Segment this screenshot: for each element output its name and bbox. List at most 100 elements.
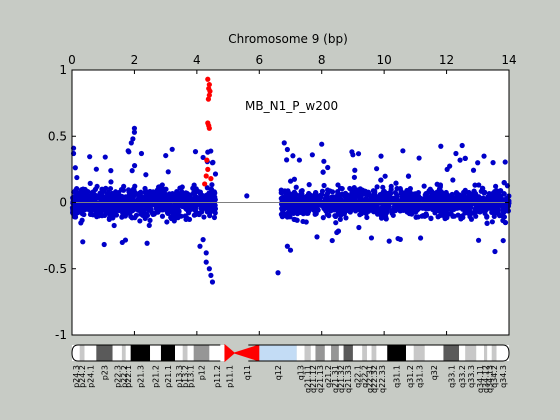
data-point — [501, 208, 508, 214]
data-point — [368, 235, 375, 241]
data-point — [87, 180, 93, 186]
cytoband-label: q33.2 — [458, 365, 467, 388]
data-point — [128, 195, 134, 201]
data-point — [448, 200, 454, 206]
data-point — [165, 169, 171, 175]
data-point — [490, 160, 496, 166]
data-point — [329, 194, 335, 200]
data-point — [400, 148, 406, 154]
data-point — [325, 164, 331, 171]
data-point — [471, 209, 478, 215]
data-point — [492, 248, 498, 255]
data-point — [314, 234, 320, 240]
cytoband-label: q33.1 — [447, 365, 456, 388]
data-point — [351, 174, 358, 180]
data-point — [363, 210, 369, 217]
cytoband-label: q21.13 — [316, 365, 325, 393]
data-point — [427, 186, 433, 192]
data-point — [110, 196, 116, 202]
cytoband-label: p11.2 — [213, 365, 222, 388]
data-point — [339, 185, 345, 192]
data-point — [446, 211, 452, 217]
data-point — [137, 192, 144, 198]
cytoband-label: p24.3 — [72, 365, 81, 388]
cytoband-label: p24.1 — [86, 365, 95, 388]
highlight-point — [203, 173, 209, 179]
data-point — [406, 210, 413, 217]
data-point — [275, 270, 281, 276]
cytoband — [96, 345, 113, 361]
data-point — [175, 203, 181, 209]
cytoband-label: q21.32 — [337, 365, 346, 393]
data-point — [107, 185, 114, 192]
cytoband-label: p21.1 — [164, 365, 173, 388]
cytoband — [187, 345, 194, 361]
data-point — [322, 204, 328, 211]
data-point — [148, 202, 154, 209]
x-tick-label: 0 — [68, 53, 76, 67]
data-point — [140, 197, 146, 204]
cytoband — [487, 345, 492, 361]
data-point — [122, 197, 128, 203]
cytoband — [484, 345, 488, 361]
data-point — [291, 196, 297, 202]
data-point — [93, 166, 99, 172]
data-point — [351, 204, 357, 211]
data-point — [457, 157, 463, 163]
data-point — [377, 192, 383, 198]
data-point — [311, 197, 317, 203]
data-point — [280, 213, 286, 219]
centromere-band — [232, 344, 260, 362]
data-point — [505, 203, 511, 209]
data-point — [144, 202, 150, 208]
highlight-point — [205, 76, 211, 82]
data-point — [472, 182, 478, 188]
data-point — [92, 186, 99, 192]
cytoband — [331, 345, 339, 361]
highlight-point — [205, 96, 212, 102]
data-point — [449, 196, 455, 202]
data-point — [381, 212, 387, 218]
cytoband-label: p21.3 — [136, 365, 145, 388]
axes: 0 2 4 6 8 10 12 14 1 0.5 0 -0.5 -1 — [44, 53, 517, 342]
cytoband-label: q21.33 — [344, 365, 353, 393]
data-point — [138, 150, 145, 157]
data-point — [413, 214, 419, 220]
data-point — [385, 198, 391, 204]
cytoband — [387, 345, 406, 361]
data-point — [397, 202, 403, 208]
data-point — [163, 186, 169, 192]
data-point — [119, 239, 125, 246]
data-point — [290, 153, 296, 159]
data-point — [287, 197, 293, 204]
data-point — [309, 152, 315, 158]
cytoband-label: p21.2 — [151, 365, 160, 388]
data-point — [206, 266, 212, 272]
data-point — [421, 183, 427, 189]
cytoband-label: q22.32 — [370, 365, 379, 393]
data-point — [209, 279, 216, 285]
data-point — [198, 205, 204, 211]
data-point — [129, 207, 136, 213]
data-point — [351, 191, 357, 197]
data-point — [191, 182, 197, 188]
data-point — [477, 209, 483, 215]
data-point — [438, 194, 444, 200]
data-point — [143, 172, 149, 178]
cytoband-label: q32 — [430, 365, 439, 380]
data-point — [450, 177, 456, 183]
cytoband — [125, 345, 131, 361]
data-point — [209, 200, 215, 207]
data-point — [482, 210, 488, 216]
cytoband — [79, 345, 85, 361]
data-point — [328, 204, 334, 210]
data-point — [458, 216, 464, 222]
data-point — [171, 195, 177, 202]
highlight-point — [204, 157, 210, 163]
data-point — [281, 140, 287, 146]
data-point — [158, 203, 164, 209]
data-point — [87, 211, 94, 218]
data-point — [329, 189, 336, 195]
data-point — [131, 163, 138, 169]
data-point — [192, 207, 198, 213]
